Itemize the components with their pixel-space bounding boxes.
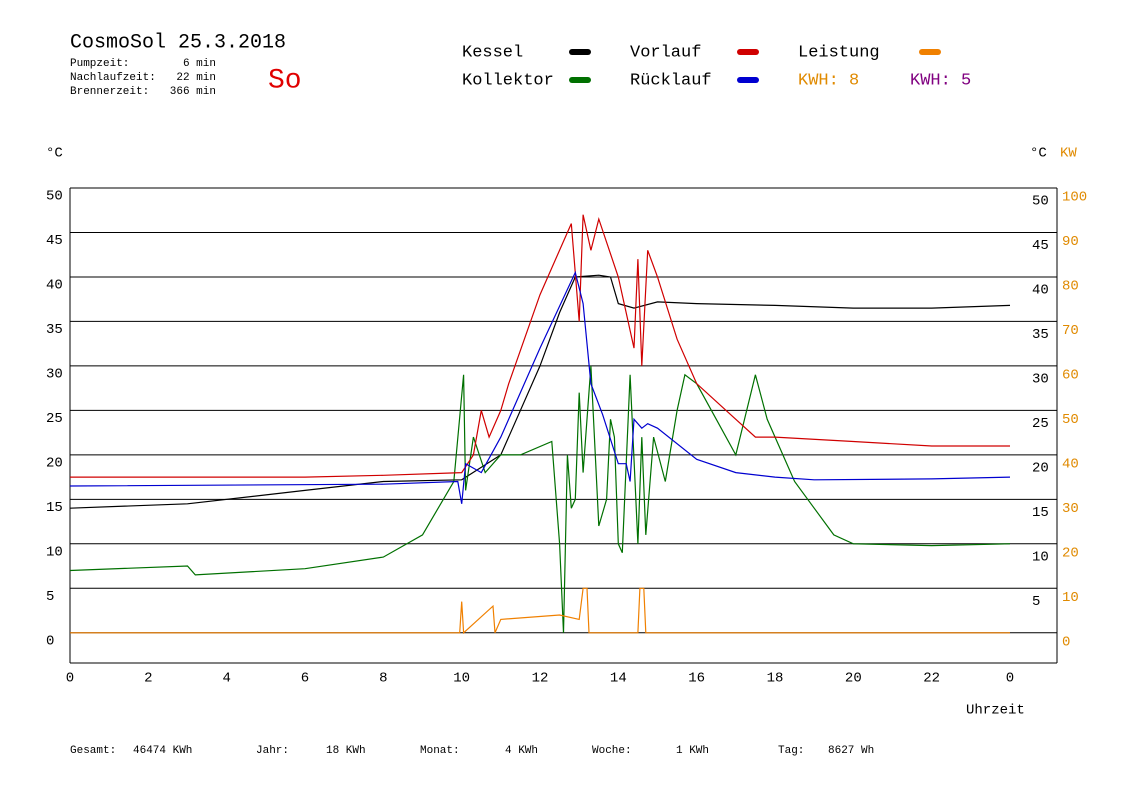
x-axis-label: Uhrzeit	[966, 703, 1025, 719]
footer-label: Monat:	[420, 745, 460, 757]
x-tick-label: 0	[1006, 671, 1014, 687]
x-tick-label: 22	[923, 671, 940, 687]
y-tick-label: 25	[46, 411, 63, 427]
x-tick-label: 0	[66, 671, 74, 687]
y-tick-label: 20	[46, 456, 63, 472]
footer-value: 18 KWh	[326, 745, 366, 757]
y2-tick-label: 40	[1062, 457, 1079, 473]
x-tick-label: 10	[453, 671, 470, 687]
y2-tick-label: 60	[1062, 368, 1079, 384]
y-right-tick-label: 35	[1032, 327, 1049, 343]
footer-label: Woche:	[592, 745, 632, 757]
legend-label: Leistung	[798, 43, 880, 62]
x-tick-label: 2	[144, 671, 152, 687]
stat-label: Nachlaufzeit:	[70, 72, 156, 84]
footer-label: Tag:	[778, 745, 804, 757]
y-right-tick-label: 40	[1032, 283, 1049, 299]
legend-label: Kessel	[462, 43, 523, 62]
footer-value: 4 KWh	[505, 745, 538, 757]
y2-tick-label: 70	[1062, 323, 1079, 339]
series-line	[70, 587, 1010, 635]
y-tick-label: 5	[46, 589, 54, 605]
series-line	[69, 270, 1011, 504]
x-tick-label: 14	[610, 671, 627, 687]
y-right-tick-label: 20	[1032, 461, 1049, 477]
kwh-label: KWH: 5	[910, 71, 971, 90]
y2-tick-label: 50	[1062, 412, 1079, 428]
x-tick-label: 18	[767, 671, 784, 687]
footer-label: Jahr:	[256, 745, 289, 757]
y-tick-label: 40	[46, 278, 63, 294]
y2-tick-label: 0	[1062, 634, 1070, 650]
y-tick-label: 0	[46, 633, 54, 649]
y-right-tick-label: 10	[1032, 550, 1049, 566]
legend-label: Rücklauf	[630, 71, 712, 90]
x-tick-label: 8	[379, 671, 387, 687]
y2-unit: KW	[1060, 146, 1077, 162]
footer-label: Gesamt:	[70, 745, 116, 757]
y-right-tick-label: 50	[1032, 194, 1049, 210]
x-tick-label: 6	[301, 671, 309, 687]
stat-value: 366 min	[170, 86, 216, 98]
y-tick-label: 30	[46, 367, 63, 383]
x-tick-label: 4	[222, 671, 230, 687]
y2-tick-label: 20	[1062, 546, 1079, 562]
x-tick-label: 20	[845, 671, 862, 687]
stat-value: 22 min	[176, 72, 216, 84]
legend-label: Kollektor	[462, 71, 554, 90]
y-tick-label: 45	[46, 233, 63, 249]
footer-value: 8627 Wh	[828, 745, 874, 757]
y-unit-left: °C	[46, 146, 63, 162]
y-right-tick-label: 25	[1032, 416, 1049, 432]
y-tick-label: 35	[46, 322, 63, 338]
series-line	[70, 214, 1010, 478]
y-tick-label: 15	[46, 500, 63, 516]
y-unit-right: °C	[1030, 146, 1047, 162]
stat-label: Brennerzeit:	[70, 86, 149, 98]
x-tick-label: 12	[532, 671, 549, 687]
y2-tick-label: 80	[1062, 279, 1079, 295]
y2-tick-label: 100	[1062, 190, 1087, 206]
y-tick-label: 50	[46, 189, 63, 205]
y2-tick-label: 90	[1062, 234, 1079, 250]
y-right-tick-label: 5	[1032, 594, 1040, 610]
stat-value: 6 min	[183, 58, 216, 70]
y-right-tick-label: 30	[1032, 372, 1049, 388]
legend-label: Vorlauf	[630, 43, 701, 62]
series-line	[69, 365, 1011, 633]
stat-label: Pumpzeit:	[70, 58, 129, 70]
footer-value: 1 KWh	[676, 745, 709, 757]
footer-value: 46474 KWh	[133, 745, 192, 757]
y2-tick-label: 10	[1062, 590, 1079, 606]
y2-tick-label: 30	[1062, 501, 1079, 517]
y-tick-label: 10	[46, 545, 63, 561]
y-right-tick-label: 15	[1032, 505, 1049, 521]
chart-title: CosmoSol 25.3.2018	[70, 31, 286, 54]
x-tick-label: 16	[688, 671, 705, 687]
kwh-label: KWH: 8	[798, 71, 859, 90]
y-right-tick-label: 45	[1032, 238, 1049, 254]
series-line	[69, 274, 1011, 509]
day-label: So	[268, 65, 302, 96]
